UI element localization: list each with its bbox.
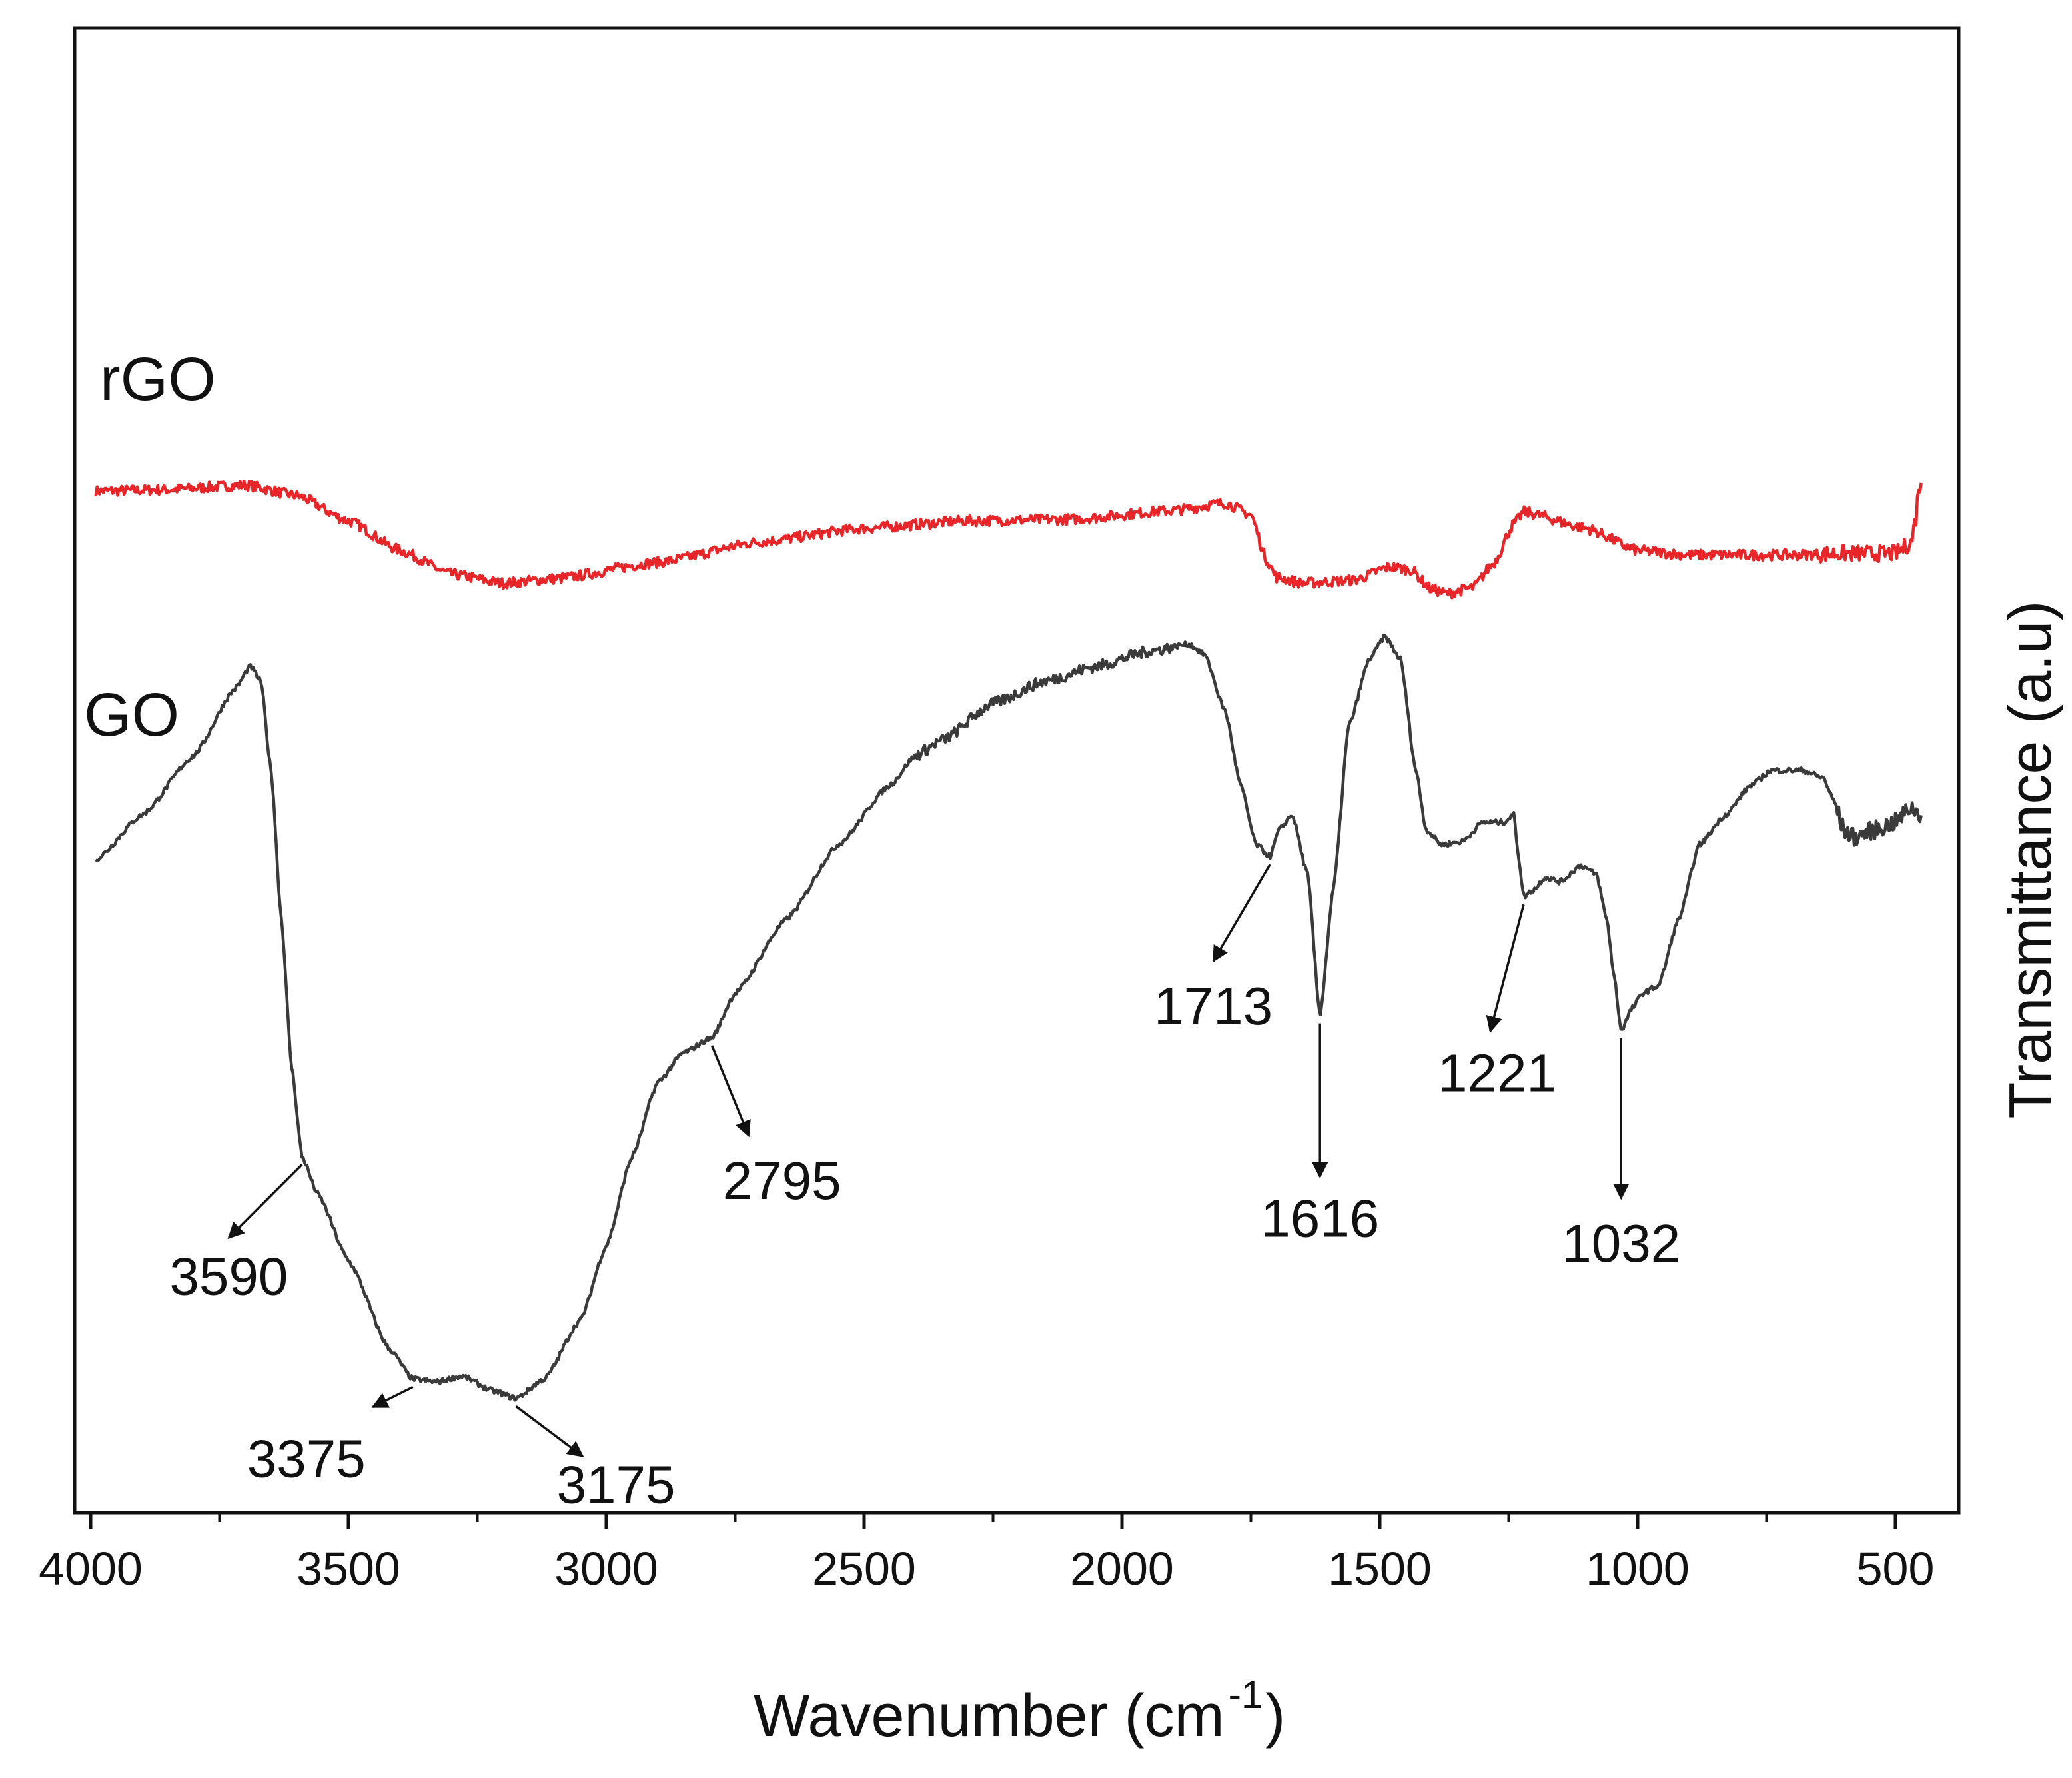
peak-label-3590: 3590 xyxy=(169,1246,288,1306)
x-axis-title-close: ) xyxy=(1265,1683,1285,1749)
x-tick-label: 1500 xyxy=(1328,1543,1432,1595)
x-tick-label: 2000 xyxy=(1070,1543,1174,1595)
peak-arrow-3590 xyxy=(227,1164,303,1240)
peak-arrow-3375 xyxy=(371,1385,414,1409)
peak-label-2795: 2795 xyxy=(723,1151,841,1210)
series-label-rgo: rGO xyxy=(100,345,216,413)
x-axis-title-main: Wavenumber (cm xyxy=(754,1683,1225,1749)
series-line-go xyxy=(95,634,1923,1402)
peak-arrow-2795 xyxy=(711,1045,751,1138)
series-label-go: GO xyxy=(84,681,179,749)
x-tick-label: 4000 xyxy=(39,1543,143,1595)
x-axis-tick-labels: 4000 3500 3000 2500 2000 1500 1000 500 xyxy=(39,1543,1934,1595)
x-tick-label: 3500 xyxy=(296,1543,400,1595)
peak-arrow-3175 xyxy=(515,1405,584,1457)
peak-annotations: 3590 3375 3175 2795 1713 1616 1221 1032 xyxy=(169,864,1680,1514)
peak-label-3375: 3375 xyxy=(247,1429,366,1488)
x-tick-label: 2500 xyxy=(812,1543,916,1595)
peak-label-3175: 3175 xyxy=(557,1455,676,1514)
peak-arrow-1221 xyxy=(1486,904,1525,1033)
peak-arrow-1713 xyxy=(1212,864,1271,963)
x-axis-title: Wavenumber (cm -1) xyxy=(754,1673,1285,1749)
x-tick-label: 3000 xyxy=(554,1543,658,1595)
series-line-rgo xyxy=(94,479,1923,600)
peak-label-1032: 1032 xyxy=(1562,1214,1680,1273)
peak-label-1713: 1713 xyxy=(1154,976,1273,1036)
x-axis-ticks xyxy=(89,1513,1897,1529)
x-axis-title-superscript: -1 xyxy=(1229,1673,1263,1717)
plot-frame xyxy=(73,26,1961,1515)
x-tick-label: 1000 xyxy=(1586,1543,1690,1595)
y-axis-title: Transmittance (a.u) xyxy=(1997,601,2064,1119)
series-layer xyxy=(94,479,1923,1402)
x-tick-label: 500 xyxy=(1857,1543,1935,1595)
peak-label-1221: 1221 xyxy=(1438,1043,1556,1102)
peak-label-1616: 1616 xyxy=(1261,1189,1379,1248)
